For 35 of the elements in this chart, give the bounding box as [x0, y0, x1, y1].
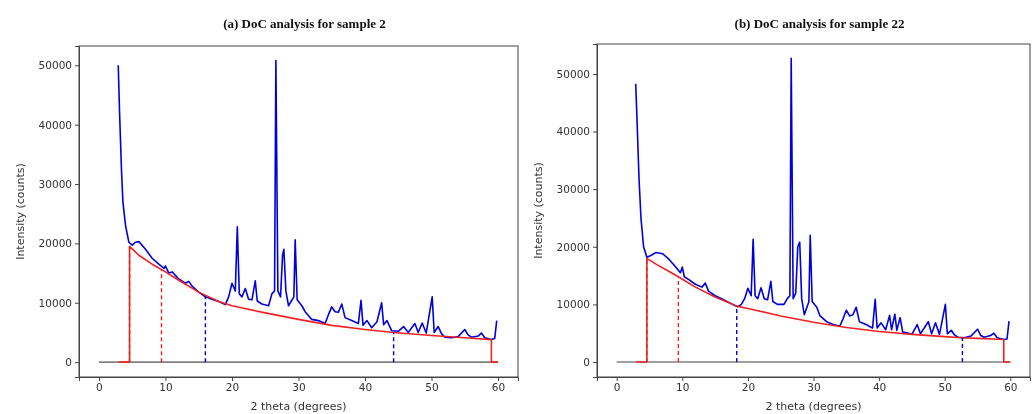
x-tick-label: 50	[938, 381, 952, 394]
x-tick-label: 50	[425, 381, 439, 394]
y-tick-label: 10000	[556, 298, 590, 311]
x-tick-label: 40	[872, 381, 887, 394]
x-tick-label: 60	[491, 381, 506, 394]
y-tick-label: 20000	[38, 237, 72, 250]
x-tick-label: 20	[741, 381, 756, 394]
x-tick-label: 30	[292, 381, 306, 394]
x-axis-title: 2 theta (degrees)	[250, 400, 347, 413]
x-tick-label: 0	[613, 381, 621, 394]
y-tick-label: 30000	[556, 183, 590, 196]
y-tick-label: 20000	[556, 240, 590, 253]
y-tick-label: 40000	[556, 125, 590, 138]
x-tick-label: 10	[676, 381, 690, 394]
y-tick-label: 0	[583, 355, 590, 368]
x-tick-label: 40	[358, 381, 373, 394]
y-tick-label: 30000	[38, 177, 72, 190]
y-axis-title: Intensity (counts)	[532, 162, 545, 259]
x-tick-label: 0	[96, 381, 103, 394]
x-tick-label: 30	[807, 381, 821, 394]
y-tick-label: 50000	[556, 67, 590, 80]
x-axis-title: 2 theta (degrees)	[765, 400, 862, 413]
chart-title: (b) DoC analysis for sample 22	[734, 16, 905, 31]
y-tick-label: 0	[65, 356, 72, 369]
y-tick-label: 40000	[38, 118, 72, 131]
y-axis-title: Intensity (counts)	[14, 163, 27, 260]
x-tick-label: 20	[225, 381, 240, 394]
line-series	[118, 245, 499, 363]
line-series	[634, 57, 1010, 341]
x-tick-label: 60	[1004, 381, 1018, 394]
line-series	[635, 257, 1012, 363]
x-tick-label: 10	[159, 381, 173, 394]
y-tick-label: 50000	[38, 59, 72, 72]
chart-title: (a) DoC analysis for sample 2	[223, 16, 386, 31]
y-tick-label: 10000	[38, 296, 72, 309]
